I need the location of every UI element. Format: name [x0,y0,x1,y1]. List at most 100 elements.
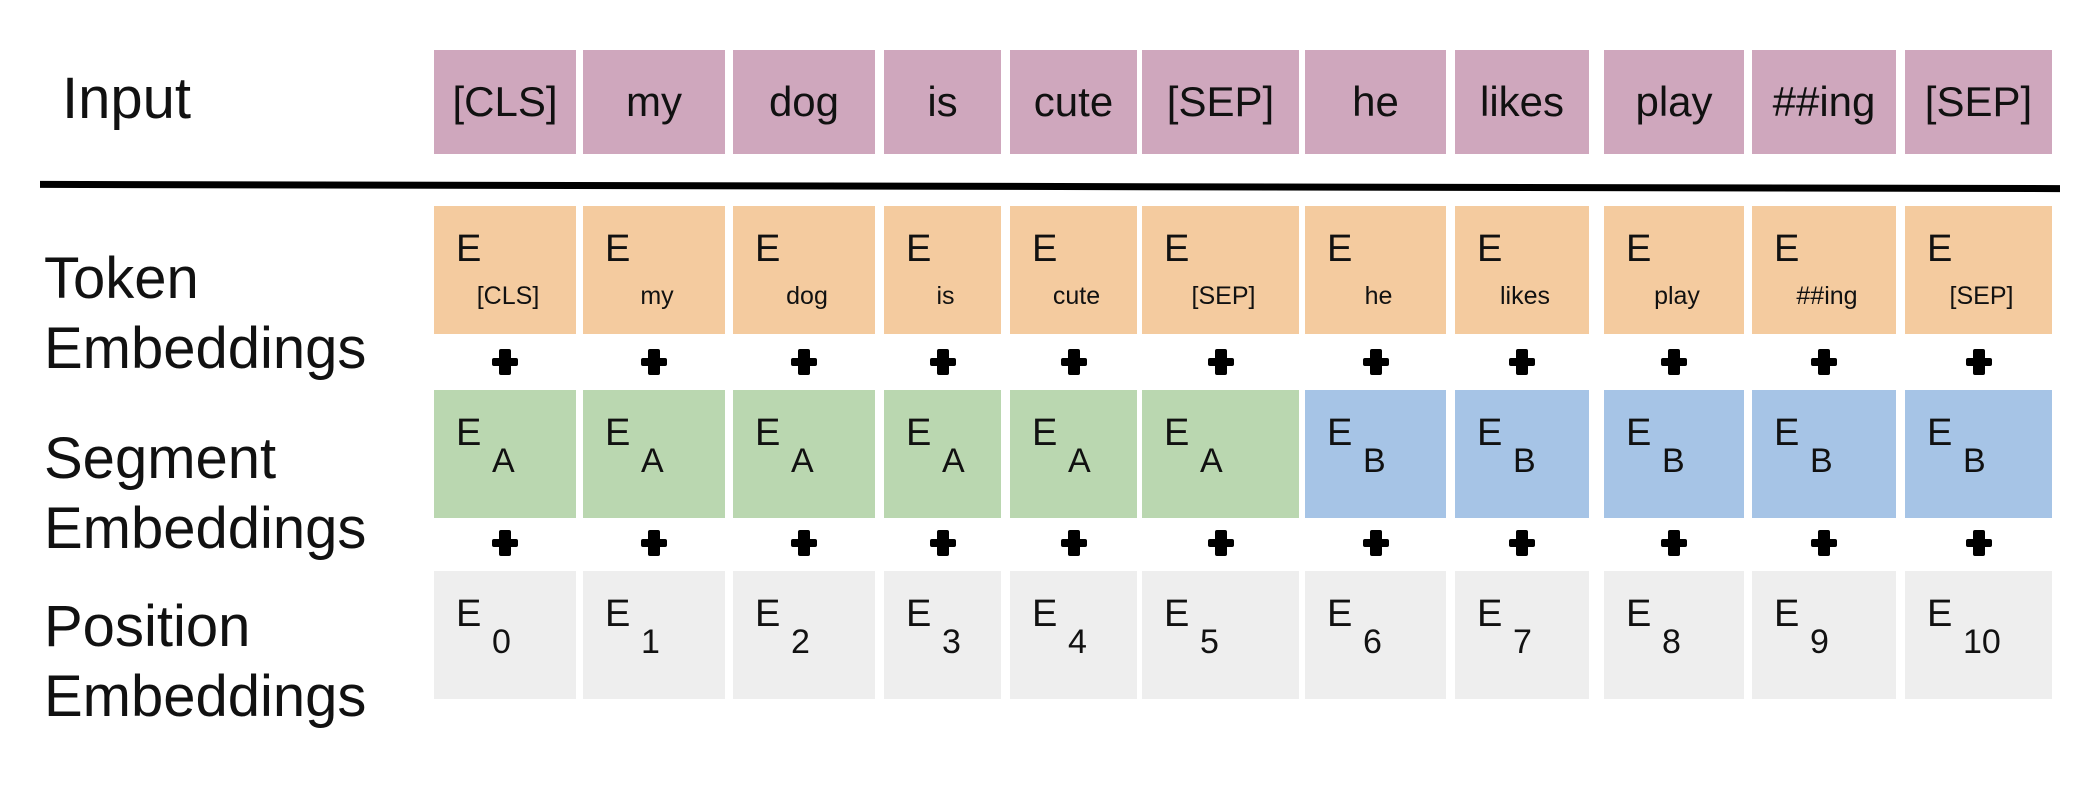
segment-subscript: B [1363,442,1386,480]
embedding-symbol: E [1774,593,1800,635]
plus-icon [490,347,520,377]
segment-subscript: A [492,442,515,480]
plus-icon [1206,528,1236,558]
embedding-symbol: E [1477,593,1503,635]
input-token-text: cute [1033,78,1114,125]
token-subscript: [SEP] [1949,282,2014,310]
input-token-cell: [SEP] [1905,50,2052,154]
embedding-symbol: E [1774,228,1800,270]
plus-icon [1059,347,1089,377]
embedding-symbol: E [906,593,932,635]
segment-subscript: B [1810,442,1833,480]
embedding-symbol: E [906,412,932,454]
position-subscript: 1 [641,623,660,661]
position-subscript: 3 [942,623,961,661]
embedding-symbol: E [1164,228,1190,270]
plus-icon [789,528,819,558]
embedding-symbol: E [1927,228,1953,270]
plus-icon [1507,347,1537,377]
position-embeddings-label: Position Embeddings [44,592,366,732]
embedding-symbol: E [605,593,631,635]
token-subscript: [SEP] [1191,282,1256,310]
token-subscript: [CLS] [476,282,540,310]
token-subscript: is [936,282,955,310]
embedding-symbol: E [1477,412,1503,454]
embedding-symbol: E [1327,593,1353,635]
token-embeddings-label: Token Embeddings [44,244,366,384]
plus-icon [1809,347,1839,377]
embedding-symbol: E [755,593,781,635]
input-token-cell: play [1604,50,1744,154]
position-embedding-cell: E 10 [1905,571,2052,699]
embedding-symbol: E [1032,593,1058,635]
segment-label-line-2: Embeddings [44,496,367,561]
input-token-text: is [927,78,958,125]
position-subscript: 2 [791,623,810,661]
input-token-text: [CLS] [452,78,558,125]
plus-icon [639,528,669,558]
input-token-cell: he [1305,50,1446,154]
plus-icon [928,347,958,377]
plus-icon [1964,528,1994,558]
plus-icon [1059,528,1089,558]
input-token-text: ##ing [1772,78,1876,125]
input-token-text: likes [1479,78,1565,125]
embedding-symbol: E [1626,593,1652,635]
token-embedding-cell: E [SEP] [1905,206,2052,334]
embedding-symbol: E [1032,228,1058,270]
segment-embeddings-label: Segment Embeddings [44,424,366,564]
input-token-text: my [626,78,682,125]
token-subscript: ##ing [1796,282,1858,310]
input-token-cell: likes [1455,50,1589,154]
position-subscript: 4 [1068,623,1087,661]
segment-subscript: A [942,442,965,480]
input-row-label: Input [62,66,191,131]
embedding-symbol: E [605,228,631,270]
token-subscript: cute [1052,282,1101,310]
input-token-cell: cute [1010,50,1137,154]
position-label-line-1: Position [44,594,251,659]
embedding-symbol: E [755,412,781,454]
input-token-cell: ##ing [1752,50,1896,154]
position-subscript: 7 [1513,623,1532,661]
embedding-symbol: E [1032,412,1058,454]
plus-icon [1659,528,1689,558]
position-subscript: 6 [1363,623,1382,661]
input-token-cell: my [583,50,725,154]
token-embedding-cell: E [SEP] [1142,206,1299,334]
position-label-line-2: Embeddings [44,664,367,729]
segment-subscript: B [1513,442,1536,480]
embedding-symbol: E [1626,412,1652,454]
plus-icon [1507,528,1537,558]
separator-line [39,180,2061,193]
input-token-cell: dog [733,50,875,154]
plus-icon [639,347,669,377]
embedding-symbol: E [605,412,631,454]
segment-subscript: A [791,442,814,480]
plus-icon [1659,347,1689,377]
token-subscript: my [640,282,674,310]
position-subscript: 9 [1810,623,1829,661]
embedding-symbol: E [1164,593,1190,635]
